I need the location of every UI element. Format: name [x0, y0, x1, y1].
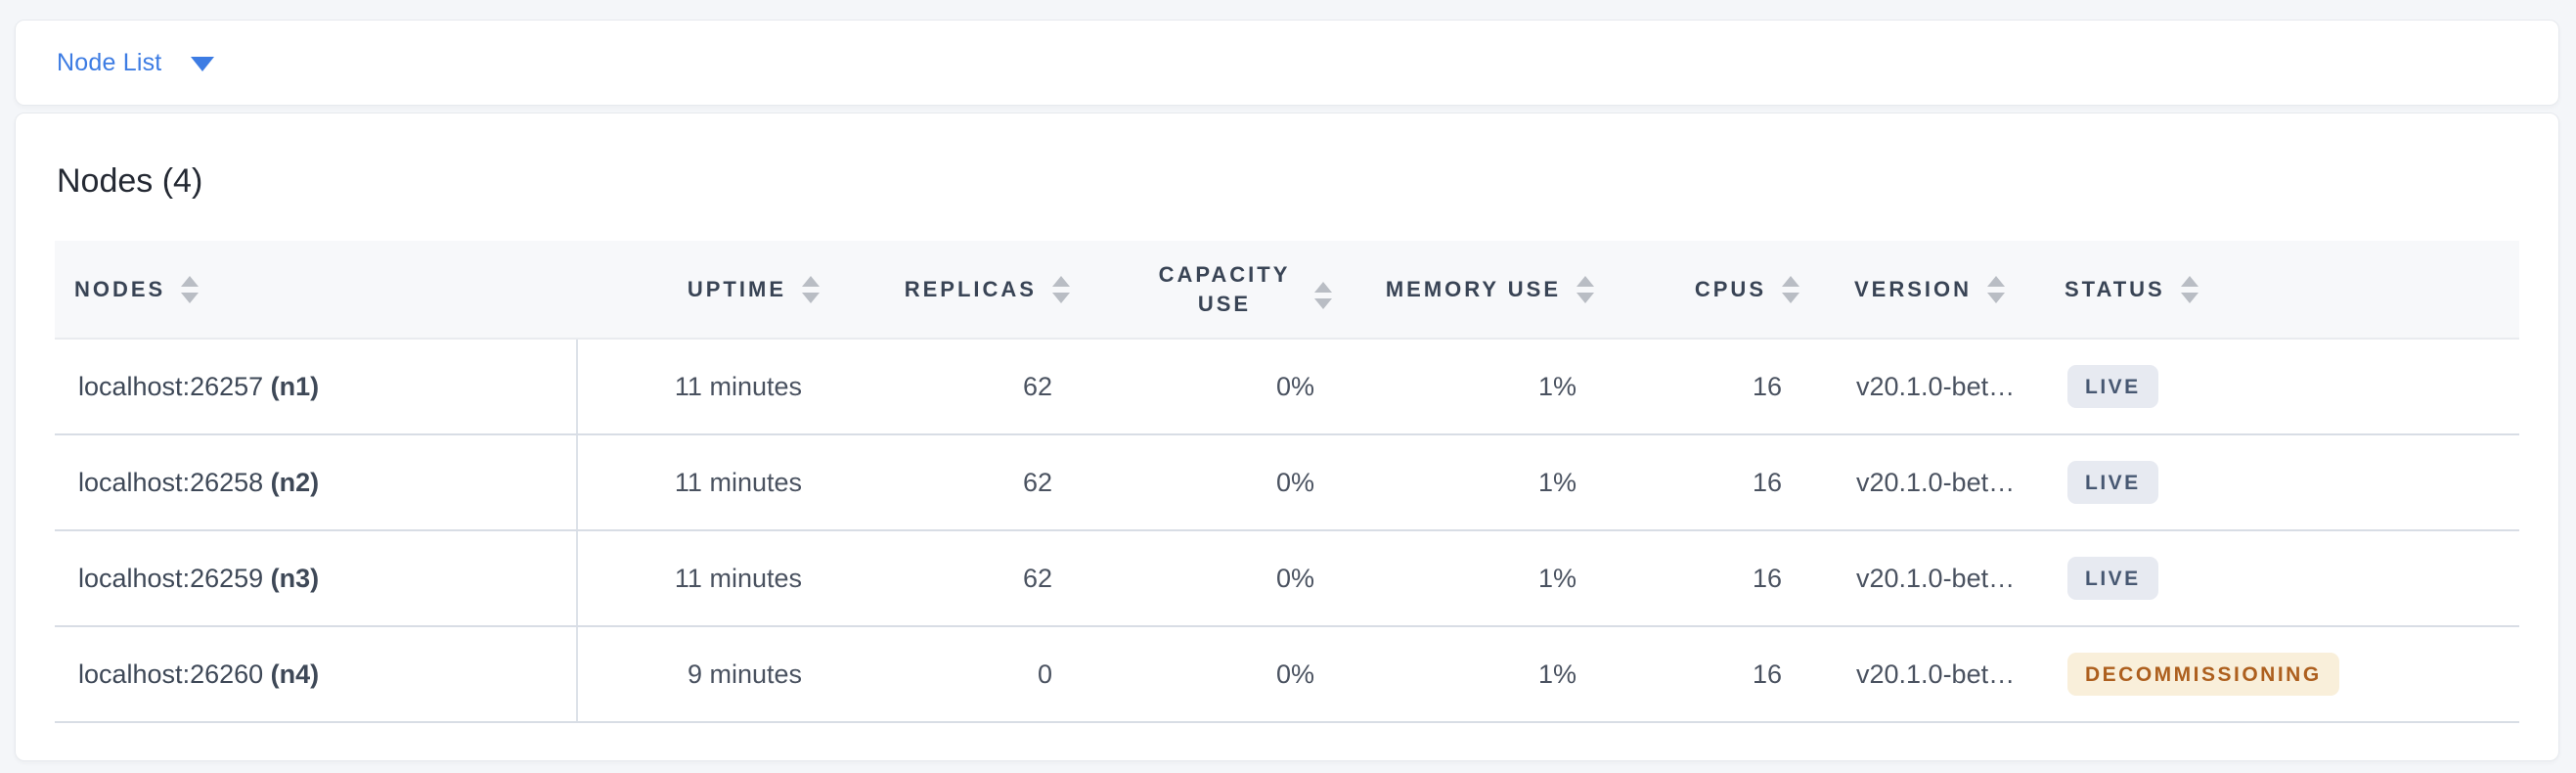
cpus-cell: 16	[1600, 339, 1805, 435]
status-badge: DECOMMISSIONING	[2067, 653, 2339, 696]
uptime-cell: 11 minutes	[577, 530, 825, 627]
status-cell: DECOMMISSIONING	[2030, 626, 2519, 723]
sort-icon[interactable]	[181, 275, 200, 303]
node-address-cell: localhost:26259 (n3)	[55, 530, 578, 627]
sort-icon[interactable]	[1314, 281, 1332, 309]
status-cell: LIVE	[2030, 530, 2519, 627]
capacity-use-cell: 0%	[1076, 530, 1338, 627]
capacity-use-cell: 0%	[1076, 339, 1338, 435]
table-row: localhost:26259 (n3) 11 minutes 62 0% 1%…	[55, 530, 2519, 627]
node-id: (n3)	[270, 563, 320, 593]
replicas-cell: 0	[825, 626, 1076, 723]
sort-icon[interactable]	[1052, 275, 1070, 303]
sort-icon[interactable]	[802, 275, 820, 303]
sort-icon[interactable]	[2180, 275, 2198, 303]
replicas-cell: 62	[825, 434, 1076, 531]
status-cell: LIVE	[2030, 339, 2519, 435]
node-list-dropdown-label: Node List	[57, 48, 162, 76]
node-id: (n2)	[270, 467, 320, 497]
sort-icon[interactable]	[1577, 275, 1594, 303]
table-row: localhost:26260 (n4) 9 minutes 0 0% 1% 1…	[55, 626, 2519, 723]
chevron-down-icon	[191, 57, 215, 71]
replicas-cell: 62	[825, 339, 1076, 435]
cpus-cell: 16	[1600, 530, 1805, 627]
table-header: NODES UPTIME REPLICAS	[55, 241, 2519, 340]
version-cell: v20.1.0-bet…	[1805, 530, 2030, 627]
column-header-nodes[interactable]: NODES	[55, 241, 577, 340]
node-address-cell: localhost:26257 (n1)	[55, 339, 578, 435]
sort-icon[interactable]	[1782, 275, 1799, 303]
version-cell: v20.1.0-bet…	[1805, 434, 2030, 531]
nodes-table: NODES UPTIME REPLICAS	[55, 241, 2519, 723]
uptime-cell: 11 minutes	[577, 434, 825, 531]
cpus-cell: 16	[1600, 434, 1805, 531]
memory-use-cell: 1%	[1338, 339, 1600, 435]
nodes-card: Nodes (4) NODES	[15, 113, 2559, 761]
status-badge: LIVE	[2067, 557, 2158, 600]
column-header-uptime[interactable]: UPTIME	[577, 241, 825, 340]
column-header-version[interactable]: VERSION	[1805, 241, 2030, 340]
uptime-cell: 11 minutes	[577, 339, 825, 435]
cpus-cell: 16	[1600, 626, 1805, 723]
status-badge: LIVE	[2067, 365, 2158, 408]
version-cell: v20.1.0-bet…	[1805, 626, 2030, 723]
node-id: (n4)	[270, 659, 320, 689]
node-address-cell: localhost:26260 (n4)	[55, 626, 578, 723]
version-cell: v20.1.0-bet…	[1805, 339, 2030, 435]
memory-use-cell: 1%	[1338, 434, 1600, 531]
column-header-status[interactable]: STATUS	[2030, 241, 2519, 340]
uptime-cell: 9 minutes	[577, 626, 825, 723]
capacity-use-cell: 0%	[1076, 434, 1338, 531]
column-header-memory-use[interactable]: MEMORY USE	[1338, 241, 1600, 340]
replicas-cell: 62	[825, 530, 1076, 627]
table-row: localhost:26257 (n1) 11 minutes 62 0% 1%…	[55, 339, 2519, 435]
table-row: localhost:26258 (n2) 11 minutes 62 0% 1%…	[55, 434, 2519, 531]
column-header-cpus[interactable]: CPUS	[1600, 241, 1805, 340]
memory-use-cell: 1%	[1338, 626, 1600, 723]
status-cell: LIVE	[2030, 434, 2519, 531]
status-badge: LIVE	[2067, 461, 2158, 504]
column-header-replicas[interactable]: REPLICAS	[825, 241, 1076, 340]
node-id: (n1)	[270, 371, 320, 401]
node-address-cell: localhost:26258 (n2)	[55, 434, 578, 531]
capacity-use-cell: 0%	[1076, 626, 1338, 723]
sort-icon[interactable]	[1987, 275, 2006, 303]
column-header-capacity-use[interactable]: CAPACITY USE	[1076, 241, 1338, 340]
page-title: Nodes (4)	[57, 162, 203, 200]
memory-use-cell: 1%	[1338, 530, 1600, 627]
node-list-dropdown[interactable]: Node List	[57, 48, 215, 77]
view-selector-bar: Node List	[15, 20, 2559, 106]
